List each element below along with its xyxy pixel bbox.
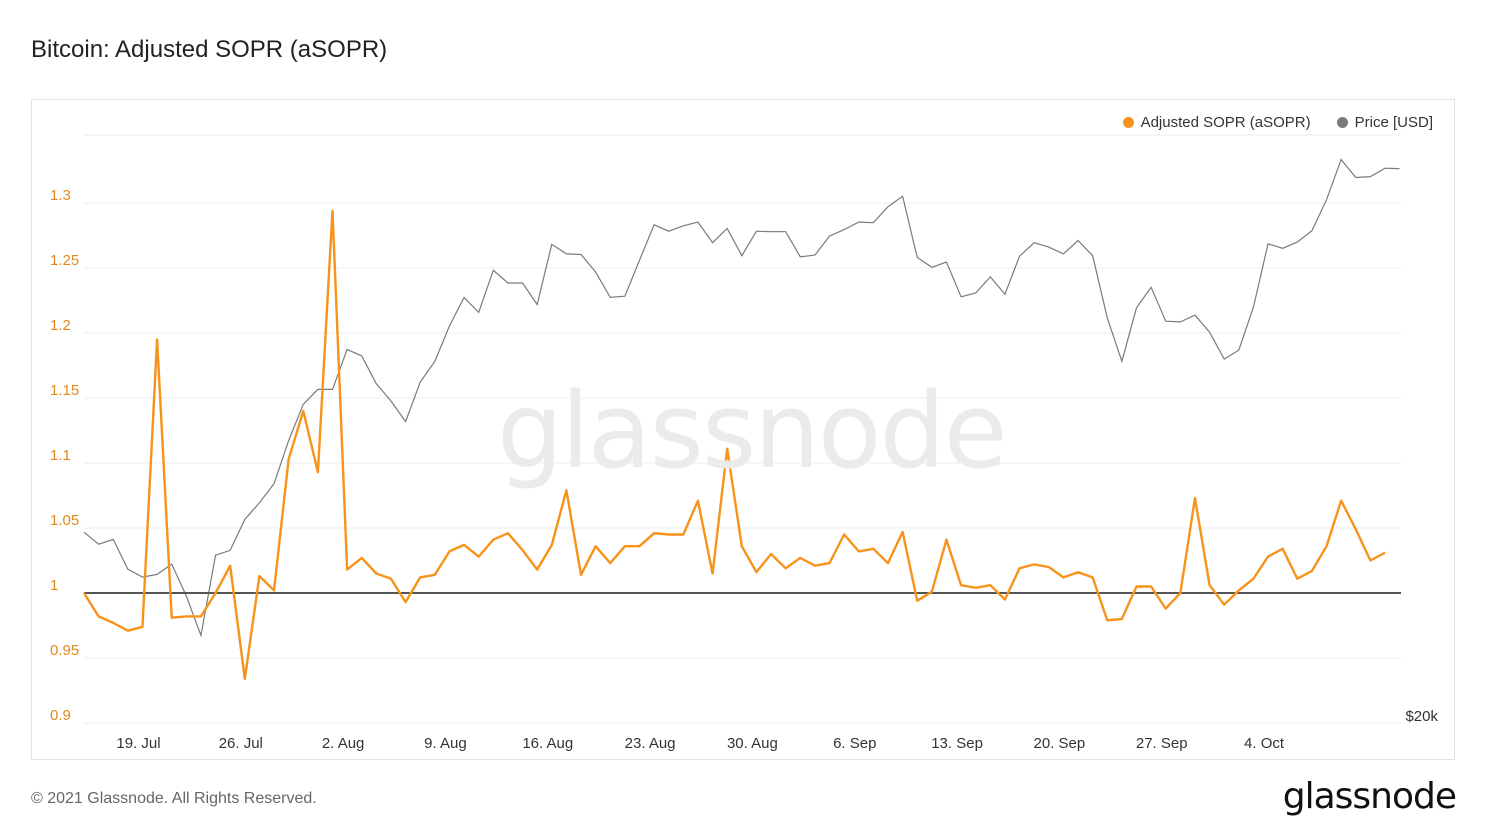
chart-legend: Adjusted SOPR (aSOPR) Price [USD]	[1122, 114, 1433, 131]
glassnode-logo[interactable]: glassnode	[1282, 776, 1457, 817]
x-tick-label: 26. Jul	[219, 735, 263, 752]
chart-title: Bitcoin: Adjusted SOPR (aSOPR)	[31, 36, 388, 63]
x-tick-label: 23. Aug	[625, 735, 676, 752]
y-tick-label: 1.05	[50, 512, 79, 529]
watermark: glassnode	[497, 370, 1008, 492]
x-tick-label: 27. Sep	[1136, 735, 1188, 752]
x-tick-label: 9. Aug	[424, 735, 467, 752]
legend-dot-price	[1336, 117, 1348, 128]
right-axis-tick-label: $20k	[1405, 708, 1438, 725]
x-tick-label: 30. Aug	[727, 735, 778, 752]
x-tick-label: 16. Aug	[522, 735, 573, 752]
y-tick-label: 1.15	[50, 382, 79, 399]
x-tick-label: 2. Aug	[322, 735, 365, 752]
legend-item-asopr[interactable]: Adjusted SOPR (aSOPR)	[1122, 114, 1311, 131]
x-tick-label: 4. Oct	[1244, 735, 1285, 752]
y-tick-label: 0.95	[50, 642, 79, 659]
y-tick-label: 1	[50, 577, 58, 594]
x-tick-label: 13. Sep	[931, 735, 983, 752]
x-tick-label: 6. Sep	[833, 735, 876, 752]
y-tick-label: 1.3	[50, 187, 71, 204]
y-tick-label: 1.2	[50, 317, 71, 334]
copyright-notice: © 2021 Glassnode. All Rights Reserved.	[31, 790, 317, 807]
y-tick-label: 1.25	[50, 252, 79, 269]
asopr-series-line	[82, 209, 1386, 680]
x-tick-label: 20. Sep	[1034, 735, 1086, 752]
legend-label-price: Price [USD]	[1354, 114, 1433, 131]
legend-item-price[interactable]: Price [USD]	[1336, 114, 1433, 131]
price-series-line	[83, 158, 1400, 638]
legend-dot-asopr	[1122, 117, 1134, 128]
x-tick-label: 19. Jul	[116, 735, 160, 752]
y-tick-label: 1.1	[50, 447, 71, 464]
legend-label-asopr: Adjusted SOPR (aSOPR)	[1140, 114, 1311, 131]
y-tick-label: 0.9	[50, 707, 71, 724]
chart-frame	[31, 99, 1455, 760]
